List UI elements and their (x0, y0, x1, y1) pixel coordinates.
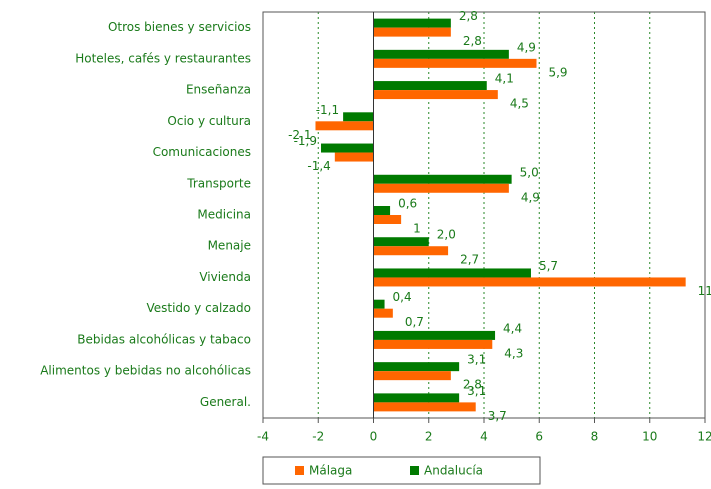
value-label: -2,1 (288, 128, 311, 142)
x-tick-label: 2 (425, 430, 433, 444)
legend-box (262, 456, 541, 485)
value-label: 4,9 (517, 40, 536, 54)
bar (373, 183, 509, 193)
category-label: Transporte (186, 176, 251, 190)
bar (373, 206, 391, 215)
bar (373, 362, 460, 372)
category-label: General. (200, 395, 251, 409)
value-label: 4,9 (521, 190, 540, 204)
bar (373, 49, 509, 59)
x-tick-label: 8 (591, 430, 599, 444)
category-label: Medicina (197, 208, 251, 222)
bar (373, 237, 429, 247)
value-label: 2,8 (459, 9, 478, 23)
bar (373, 246, 449, 256)
x-tick-label: 6 (535, 430, 543, 444)
bar (373, 330, 496, 340)
bar (373, 308, 393, 318)
category-label: Bebidas alcohólicas y tabaco (77, 332, 251, 346)
value-label: 5,9 (548, 65, 567, 79)
category-label: Vestido y calzado (146, 301, 251, 315)
category-label: Menaje (208, 239, 251, 253)
x-tick-label: -2 (312, 430, 324, 444)
value-label: 2,7 (460, 253, 479, 267)
bar (373, 299, 385, 309)
x-tick-label: -4 (257, 430, 269, 444)
bar (373, 18, 451, 28)
bar (315, 121, 374, 131)
value-label: 4,5 (510, 97, 529, 111)
bar (373, 215, 402, 224)
x-tick-label: 4 (480, 430, 488, 444)
plot-frame (262, 11, 706, 419)
x-tick-label: 0 (370, 430, 378, 444)
x-tick-label: 10 (642, 430, 657, 444)
value-label: 4,3 (504, 346, 523, 360)
value-label: 4,1 (495, 72, 514, 86)
value-label: -1,4 (307, 159, 330, 173)
legend-swatch (410, 466, 419, 475)
value-label: 3,1 (467, 384, 486, 398)
value-label: 3,7 (488, 409, 507, 423)
x-tick-label: 12 (697, 430, 711, 444)
bar (334, 152, 374, 162)
category-label: Comunicaciones (153, 145, 251, 159)
bar (373, 268, 531, 278)
value-label: 2,8 (463, 378, 482, 392)
bar (373, 402, 476, 412)
value-label: 5,0 (520, 165, 539, 179)
bar (321, 143, 374, 153)
bar (373, 174, 512, 184)
value-label: 4,4 (503, 321, 522, 335)
value-label: 2,0 (437, 228, 456, 242)
bar (373, 81, 487, 91)
bar (373, 339, 493, 349)
category-label: Hoteles, cafés y restaurantes (75, 51, 251, 65)
category-label: Enseñanza (186, 83, 251, 97)
category-label: Vivienda (199, 270, 251, 284)
bar (373, 393, 460, 403)
legend-label: Málaga (309, 464, 352, 478)
category-label: Ocio y cultura (167, 114, 251, 128)
value-label: 5,7 (539, 259, 558, 273)
bar (373, 277, 686, 287)
bar (373, 58, 537, 68)
category-label: Alimentos y bebidas no alcohólicas (40, 364, 251, 378)
value-label: 2,8 (463, 34, 482, 48)
value-label: 1 (413, 222, 421, 236)
value-label: -1,1 (316, 103, 339, 117)
bar (373, 371, 451, 381)
legend-swatch (295, 466, 304, 475)
value-label: -1,9 (294, 134, 317, 148)
value-label: 3,1 (467, 353, 486, 367)
legend-label: Andalucía (424, 464, 483, 478)
value-label: 0,6 (398, 197, 417, 211)
value-label: 0,4 (393, 290, 412, 304)
category-label: Otros bienes y servicios (108, 20, 251, 34)
bar (343, 112, 374, 122)
value-label: 11,3 (698, 284, 711, 298)
value-label: 0,7 (405, 315, 424, 329)
bar (373, 27, 451, 37)
bar (373, 90, 498, 100)
